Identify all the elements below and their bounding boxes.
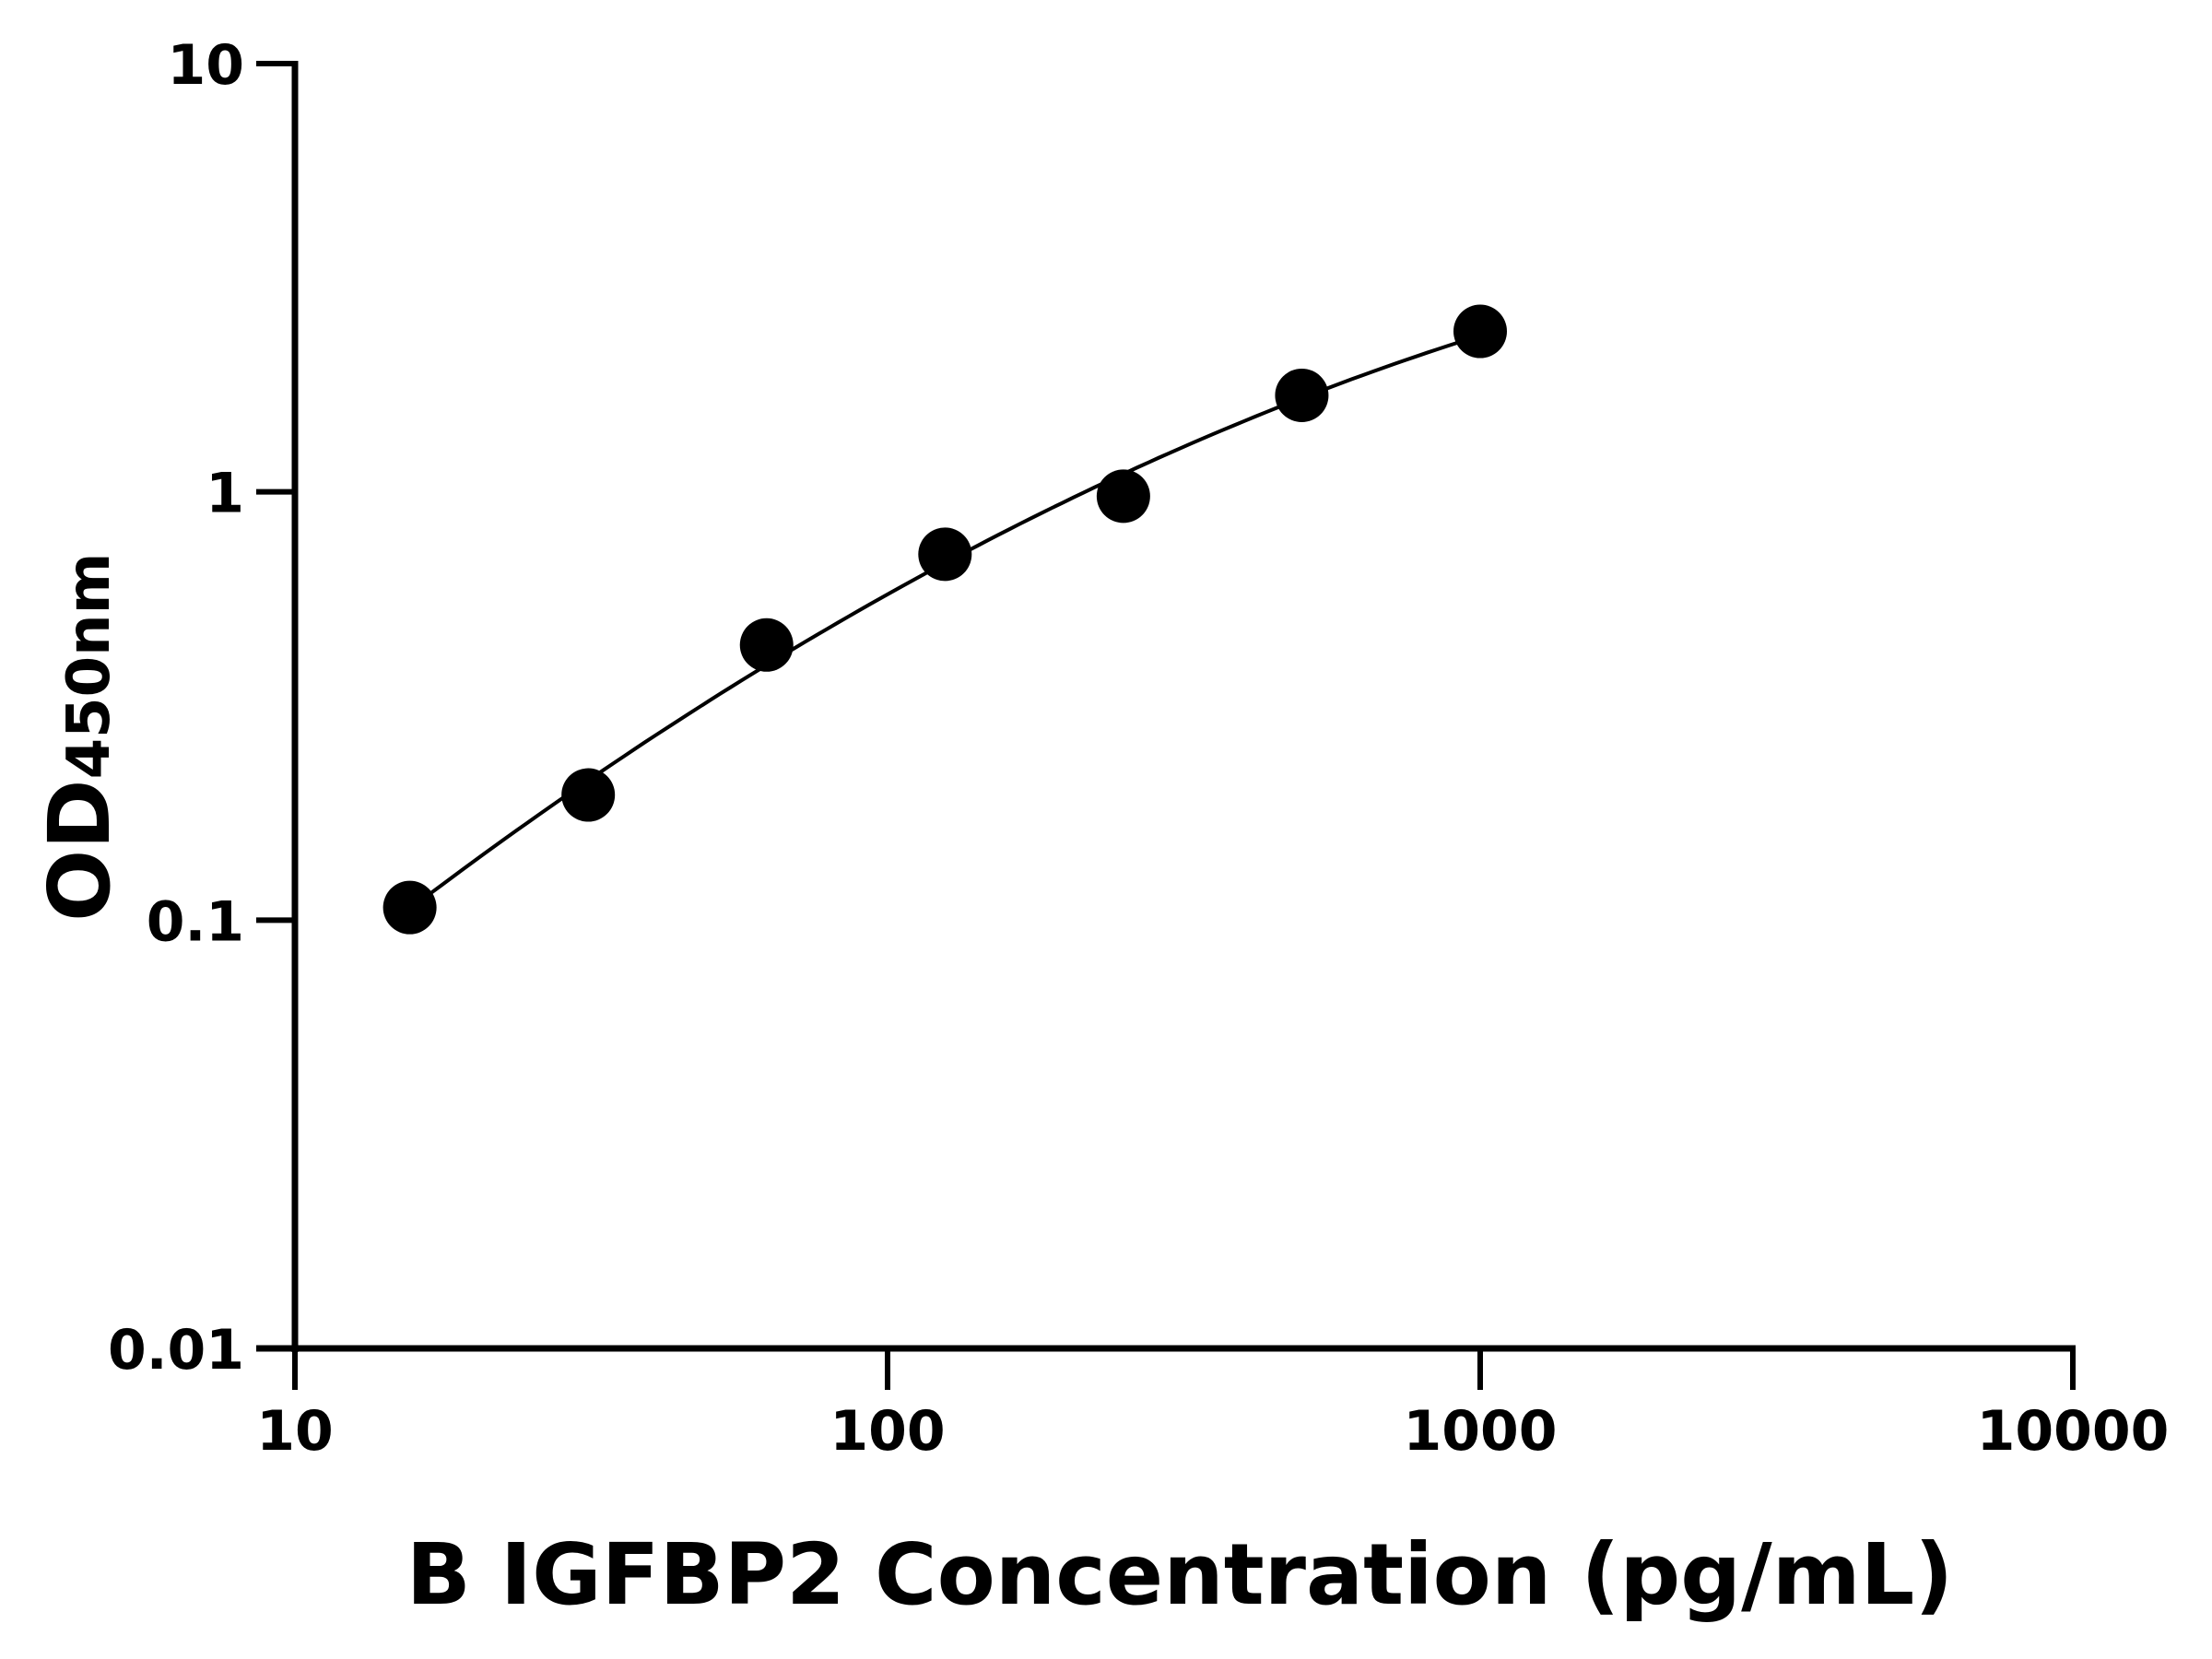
- data-point: [739, 618, 794, 672]
- data-point: [1096, 469, 1150, 524]
- y-axis-label-subscript: 450nm: [55, 553, 124, 780]
- y-axis-label-main: OD: [30, 779, 129, 922]
- fit-curve-layer: [408, 334, 1481, 911]
- axes: [256, 61, 2076, 1390]
- y-tick-label: 10: [168, 33, 245, 98]
- data-points: [382, 304, 1507, 935]
- fit-curve: [408, 334, 1481, 911]
- data-point: [1275, 368, 1329, 422]
- y-tick-label: 1: [206, 462, 244, 526]
- x-tick-label: 100: [830, 1399, 945, 1464]
- x-axis-label: B IGFBP2 Concentration (pg/mL): [406, 1525, 1954, 1624]
- data-point: [561, 768, 616, 822]
- x-tick-label: 10000: [1977, 1399, 2170, 1464]
- y-tick-label: 0.1: [147, 889, 244, 954]
- y-axis-label: OD450nm: [30, 553, 129, 922]
- y-tick-label: 0.01: [108, 1318, 244, 1382]
- tick-labels: 0.01 0.1 1 10 10 100 1000 10000: [108, 33, 2169, 1464]
- data-point: [1453, 304, 1507, 359]
- x-tick-label: 1000: [1404, 1399, 1558, 1464]
- data-point: [382, 880, 437, 935]
- data-point: [918, 527, 972, 582]
- x-tick-label: 10: [256, 1399, 334, 1464]
